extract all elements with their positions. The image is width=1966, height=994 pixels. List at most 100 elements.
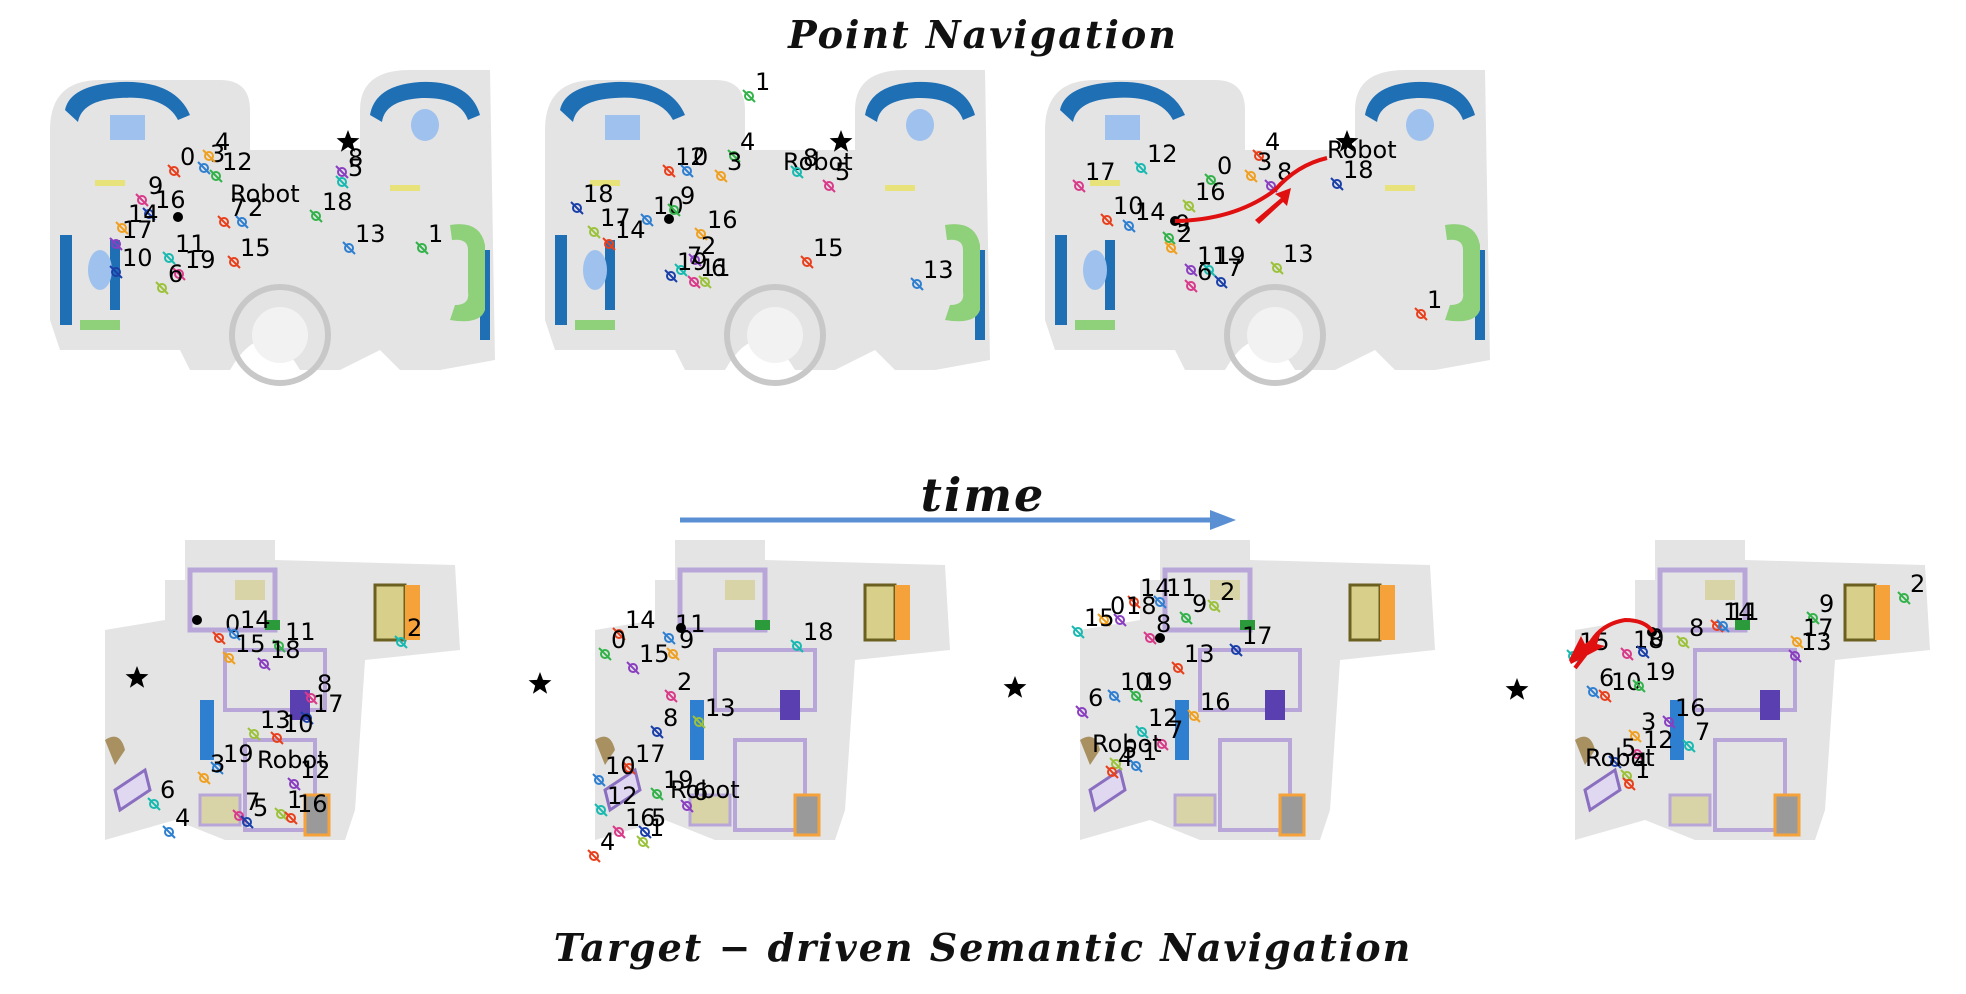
object-marker: [222, 651, 236, 665]
object-label: 7: [230, 194, 245, 222]
marker-tick: [1207, 599, 1221, 613]
marker-ring: [694, 717, 704, 727]
room-low: [1713, 738, 1787, 832]
floor-plan: [595, 540, 950, 840]
object-marker: [594, 803, 608, 817]
marker-ring: [700, 277, 710, 287]
marker-tick: [202, 149, 216, 163]
object-label: 13: [355, 220, 386, 248]
floor-plan: [1045, 70, 1490, 386]
marker-ring: [1610, 757, 1620, 767]
marker-tick: [692, 715, 706, 729]
bin-green: [1735, 620, 1750, 630]
object-marker: [640, 213, 654, 227]
object-label: 17: [600, 204, 631, 232]
plant: [1575, 736, 1595, 765]
table-right: [863, 583, 897, 642]
object-marker: [270, 731, 284, 745]
marker-ring: [1231, 645, 1241, 655]
marker-tick: [1202, 263, 1216, 277]
marker-ring: [666, 271, 676, 281]
object-marker: [1788, 649, 1802, 663]
object-label: 9: [1819, 590, 1834, 618]
marker-tick: [626, 661, 640, 675]
object-marker: [1676, 635, 1690, 649]
object-label: 0: [180, 143, 195, 171]
object-label: 11: [1729, 598, 1760, 626]
marker-tick: [822, 179, 836, 193]
object-marker: [304, 691, 318, 705]
object-marker: [666, 647, 680, 661]
table-left: [110, 115, 145, 140]
object-marker: [247, 727, 261, 741]
object-label: 18: [1126, 592, 1157, 620]
object-label: 5: [253, 794, 268, 822]
time-arrow: [680, 510, 1236, 530]
marker-tick: [687, 275, 701, 289]
marker-tick: [1214, 275, 1228, 289]
marker-ring: [1634, 681, 1644, 691]
marker-tick: [287, 777, 301, 791]
object-marker: [1129, 759, 1143, 773]
door: [780, 690, 800, 720]
object-marker: [1608, 755, 1622, 769]
marker-tick: [197, 161, 211, 175]
object-marker: [1586, 685, 1600, 699]
room-low: [1218, 738, 1292, 832]
room-mid: [713, 648, 817, 712]
marker-ring: [682, 801, 692, 811]
object-label: 19: [185, 246, 216, 274]
marker-ring: [604, 239, 614, 249]
marker-ring: [1416, 309, 1426, 319]
object-marker: [1182, 199, 1196, 213]
object-label: 4: [1118, 744, 1133, 772]
object-marker: [1153, 595, 1167, 609]
object-marker: [1155, 737, 1169, 751]
object-label: 16: [297, 790, 328, 818]
bed-top: [1210, 580, 1240, 600]
object-label: 7: [245, 788, 260, 816]
marker-tick: [594, 803, 608, 817]
marker-tick: [155, 281, 169, 295]
object-label: 17: [635, 740, 666, 768]
object-label: 9: [148, 172, 163, 200]
door: [1265, 690, 1285, 720]
marker-tick: [1143, 631, 1157, 645]
marker-ring: [1102, 215, 1112, 225]
marker-tick: [270, 731, 284, 745]
object-label: 12: [675, 143, 706, 171]
object-label: 12: [222, 148, 253, 176]
marker-tick: [115, 221, 129, 235]
object-marker: [1252, 149, 1266, 163]
sofa-arc-right: [865, 81, 975, 122]
object-marker: [172, 267, 186, 281]
marker-tick: [790, 165, 804, 179]
room-mid: [223, 648, 327, 712]
marker-ring: [199, 773, 209, 783]
object-marker: [638, 825, 652, 839]
marker-ring: [1186, 265, 1196, 275]
marker-tick: [212, 631, 226, 645]
object-label: 16: [1195, 178, 1226, 206]
robot-label: Robot: [257, 746, 327, 774]
floor-area: [1045, 70, 1490, 370]
marker-ring: [638, 837, 648, 847]
robot-path: [1174, 156, 1328, 223]
object-label: 16: [1675, 694, 1706, 722]
direction-arrow-icon: [1255, 188, 1291, 224]
object-label: 2: [1220, 578, 1235, 606]
marker-tick: [1071, 625, 1085, 639]
marker-ring: [164, 827, 174, 837]
fridge: [303, 793, 331, 837]
marker-ring: [169, 166, 179, 176]
object-label: 8: [663, 704, 678, 732]
marker-tick: [335, 165, 349, 179]
object-label: 8: [348, 144, 363, 172]
object-marker: [167, 164, 181, 178]
marker-ring: [792, 641, 802, 651]
object-marker: [227, 255, 241, 269]
marker-tick: [800, 255, 814, 269]
marker-tick: [587, 225, 601, 239]
object-marker: [115, 221, 129, 235]
